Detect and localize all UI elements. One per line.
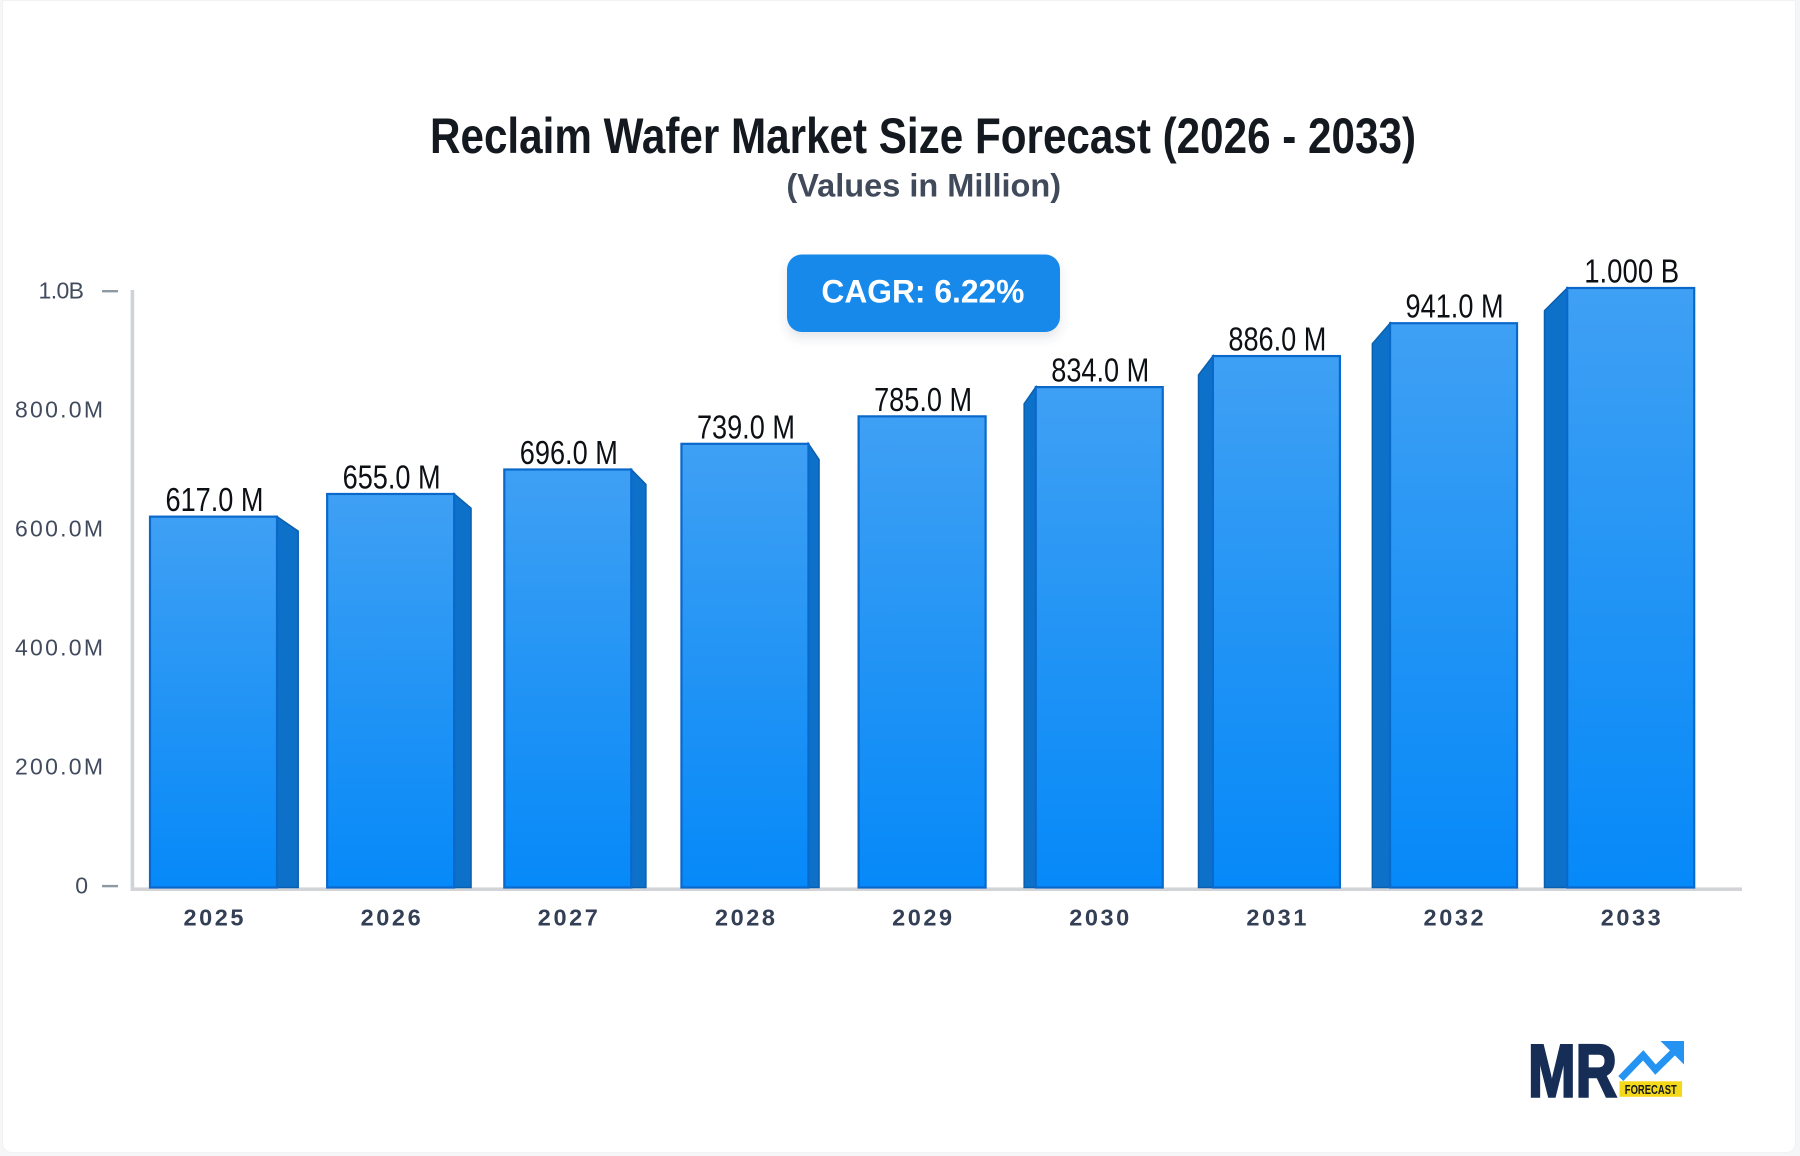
svg-text:739.0 M: 739.0 M xyxy=(697,408,795,445)
svg-text:200.0M: 200.0M xyxy=(15,753,103,779)
svg-text:1.0B: 1.0B xyxy=(39,277,85,303)
svg-text:2028: 2028 xyxy=(715,905,775,931)
svg-text:(Values in Million): (Values in Million) xyxy=(786,168,1061,204)
svg-text:2033: 2033 xyxy=(1601,905,1661,931)
svg-text:FORECAST: FORECAST xyxy=(1625,1083,1677,1097)
svg-text:655.0 M: 655.0 M xyxy=(343,458,441,495)
svg-text:617.0 M: 617.0 M xyxy=(166,481,264,518)
svg-text:2025: 2025 xyxy=(184,905,244,931)
svg-text:2029: 2029 xyxy=(892,905,952,931)
svg-text:600.0M: 600.0M xyxy=(15,515,103,541)
svg-text:2027: 2027 xyxy=(538,905,598,931)
svg-text:2032: 2032 xyxy=(1424,905,1484,931)
svg-text:800.0M: 800.0M xyxy=(15,396,103,422)
svg-text:400.0M: 400.0M xyxy=(15,634,103,660)
svg-text:MR: MR xyxy=(1528,1029,1617,1112)
svg-text:941.0 M: 941.0 M xyxy=(1406,288,1504,325)
svg-text:1.000 B: 1.000 B xyxy=(1584,253,1679,290)
svg-text:2026: 2026 xyxy=(361,905,421,931)
svg-text:CAGR: 6.22%: CAGR: 6.22% xyxy=(821,274,1024,310)
svg-text:834.0 M: 834.0 M xyxy=(1051,352,1149,389)
svg-text:0: 0 xyxy=(75,872,88,898)
svg-text:696.0 M: 696.0 M xyxy=(520,434,618,471)
svg-text:2030: 2030 xyxy=(1069,905,1129,931)
svg-text:Reclaim Wafer Market Size Fore: Reclaim Wafer Market Size Forecast (2026… xyxy=(430,108,1416,164)
svg-text:2031: 2031 xyxy=(1246,905,1306,931)
svg-text:886.0 M: 886.0 M xyxy=(1228,321,1326,358)
svg-text:785.0 M: 785.0 M xyxy=(874,381,972,418)
